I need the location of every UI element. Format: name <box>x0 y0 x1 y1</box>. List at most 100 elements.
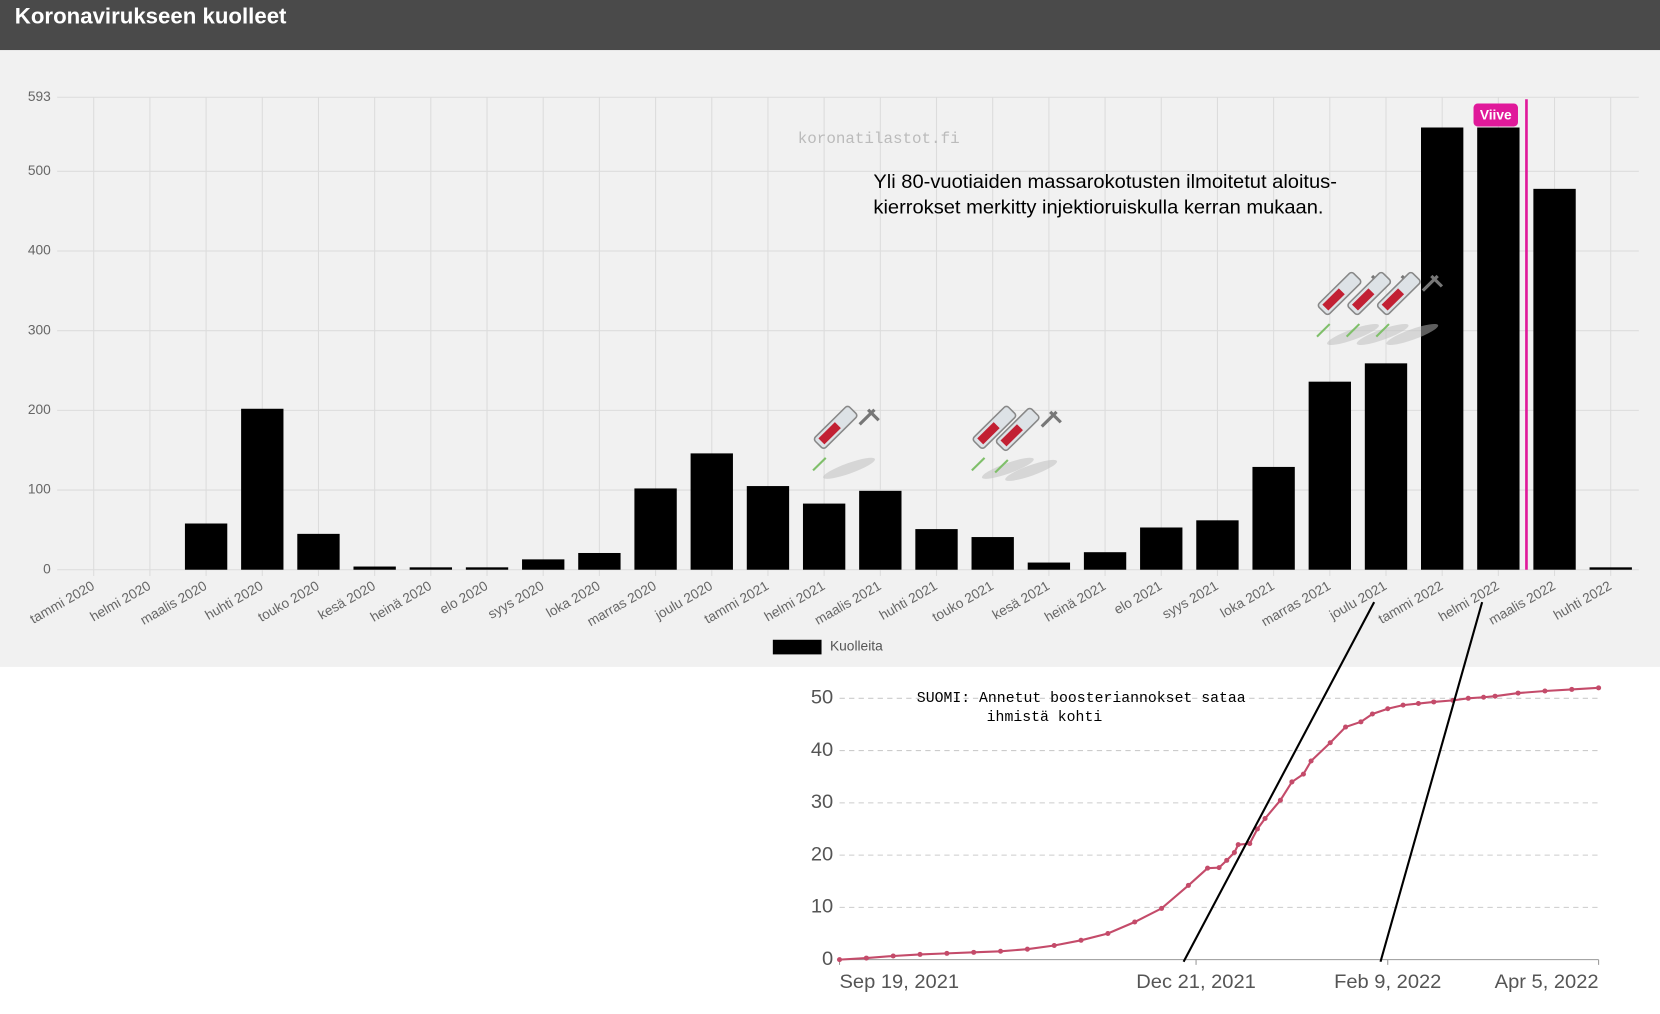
line-chart: 0 10 20 30 40 50 Sep 19, 2021 Dec 21, 2021 Feb 9… <box>811 685 1602 993</box>
line-point <box>1289 779 1295 785</box>
x-tick-label: Apr 5, 2022 <box>1495 971 1599 993</box>
y-tick-label: 30 <box>811 791 833 813</box>
bar <box>1252 466 1295 570</box>
y-tick-label: 20 <box>811 843 833 865</box>
legend-swatch <box>772 639 822 655</box>
line-point <box>1262 816 1268 822</box>
bar <box>522 559 565 570</box>
line-point <box>1415 701 1421 707</box>
bar <box>1421 127 1464 570</box>
line-point <box>1400 702 1406 708</box>
line-series <box>839 686 1599 961</box>
x-tick-label: Feb 9, 2022 <box>1334 971 1441 993</box>
line-point <box>1343 724 1349 730</box>
line-point <box>1159 905 1165 911</box>
annotation: Yli 80-vuotiaiden massarokotusten ilmoit… <box>873 171 1337 193</box>
line-point <box>1254 826 1260 832</box>
page-title: Koronavirukseen kuolleet <box>15 4 287 29</box>
bar <box>1533 188 1576 570</box>
bar <box>1140 527 1183 570</box>
y-tick-label: 593 <box>28 89 51 104</box>
bar <box>634 488 677 570</box>
y-tick-label: 500 <box>28 163 51 178</box>
bar <box>578 552 621 570</box>
line-point <box>1231 849 1237 856</box>
line-point <box>836 957 843 963</box>
bar <box>690 453 733 570</box>
watermark: koronatilastot.fi <box>798 130 960 148</box>
line-point <box>1078 937 1084 943</box>
y-tick-label: 300 <box>28 322 51 337</box>
line-point <box>917 951 923 957</box>
x-tick-label: Sep 19, 2021 <box>840 971 960 993</box>
bar <box>971 537 1014 570</box>
bar <box>409 567 453 570</box>
line-point <box>1465 695 1471 701</box>
line-point <box>890 953 896 959</box>
line-point <box>1369 711 1375 717</box>
bar <box>184 523 228 570</box>
y-tick-label: 0 <box>822 948 833 970</box>
line-point <box>1224 857 1230 863</box>
bar <box>241 408 284 570</box>
header-bar <box>0 0 1660 51</box>
y-tick-label: 200 <box>28 402 51 417</box>
bar <box>1083 552 1127 570</box>
y-tick-label: 40 <box>811 739 833 761</box>
line-point <box>1247 841 1253 847</box>
bar <box>1589 567 1632 570</box>
line-point <box>863 955 869 961</box>
line-point <box>1327 740 1333 746</box>
annotation: kierrokset merkitty injektioruiskulla ke… <box>873 196 1323 218</box>
line-point <box>1205 865 1211 871</box>
chart-title: SUOMI: Annetut boosteriannokset sataa <box>917 691 1246 707</box>
marker-label: Viive <box>1480 108 1512 123</box>
line-point <box>1235 842 1241 848</box>
line-point <box>1492 693 1498 699</box>
line-point <box>1431 699 1437 705</box>
line-point <box>1542 688 1548 694</box>
line-point <box>998 948 1004 954</box>
line-point <box>1277 797 1283 803</box>
line-point <box>1358 719 1364 725</box>
line-point <box>1300 771 1306 777</box>
line-point <box>1216 865 1222 871</box>
bar <box>353 566 396 570</box>
y-tick-label: 10 <box>811 896 833 918</box>
bar <box>859 490 902 570</box>
bar <box>1308 381 1351 570</box>
bar <box>465 567 509 570</box>
bar <box>746 486 790 570</box>
line-point <box>1385 706 1391 712</box>
bar <box>915 529 958 570</box>
line-point <box>1569 686 1575 692</box>
line-point <box>1308 758 1314 764</box>
line-point <box>1515 690 1521 696</box>
connector-line <box>1182 601 1376 963</box>
y-tick-label: 50 <box>811 687 833 709</box>
line-point <box>1105 930 1111 937</box>
line-point <box>944 950 950 956</box>
bar <box>1196 520 1239 570</box>
x-tick-label: Dec 21, 2021 <box>1136 971 1256 993</box>
bar <box>802 503 846 570</box>
marker-label-box <box>1473 103 1518 127</box>
y-tick-label: 100 <box>28 482 51 497</box>
line-point <box>1051 943 1057 949</box>
bar <box>297 533 340 570</box>
bar <box>1027 562 1071 570</box>
line-point <box>1132 919 1138 925</box>
legend-label: Kuolleita <box>830 639 883 654</box>
y-tick-label: 0 <box>43 561 51 576</box>
bar <box>1477 127 1520 570</box>
line-point <box>1596 685 1602 691</box>
connector-line <box>1379 601 1484 963</box>
y-tick-label: 400 <box>28 243 51 258</box>
line-point <box>1185 882 1191 888</box>
bar <box>1364 363 1408 570</box>
chart-title: ihmistä kohti <box>987 710 1103 726</box>
line-point <box>1024 946 1030 952</box>
line-point <box>971 949 977 955</box>
line-point <box>1481 694 1487 700</box>
